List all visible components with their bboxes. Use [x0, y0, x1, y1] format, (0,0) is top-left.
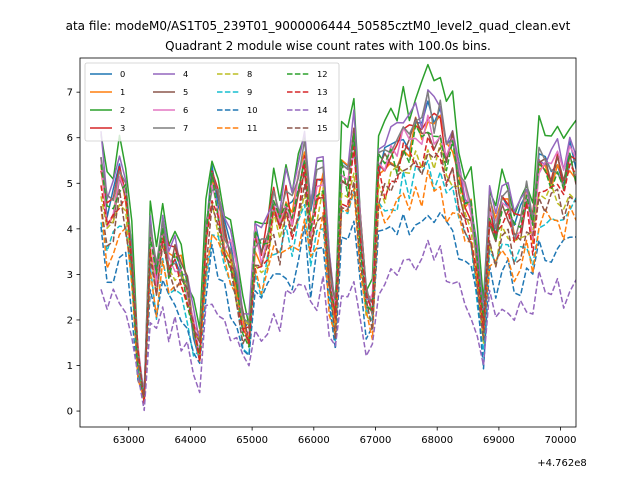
x-tick-label: 68000 [421, 435, 453, 446]
y-tick-label: 2 [67, 315, 73, 326]
x-tick-label: 69000 [483, 435, 515, 446]
x-tick-label: 63000 [113, 435, 145, 446]
y-tick-label: 5 [67, 179, 73, 190]
legend-box [84, 62, 340, 142]
y-tick-label: 4 [67, 224, 73, 235]
legend-label: 7 [183, 123, 188, 133]
y-tick-label: 1 [67, 361, 73, 372]
figure-title: ata file: modeM0/AS1T05_239T01_900000644… [66, 19, 571, 33]
legend-label: 14 [317, 105, 328, 115]
x-tick-label: 67000 [360, 435, 392, 446]
y-tick-label: 3 [67, 270, 73, 281]
series-line-10 [100, 211, 576, 399]
legend-label: 3 [120, 123, 125, 133]
x-tick-label: 65000 [236, 435, 268, 446]
legend-label: 10 [247, 105, 258, 115]
y-axis: 0 1 2 3 4 5 6 7 [67, 88, 80, 418]
series-line-15 [100, 147, 576, 397]
legend-label: 1 [120, 87, 125, 97]
legend-label: 2 [120, 105, 125, 115]
legend-label: 5 [183, 87, 188, 97]
legend-label: 0 [120, 69, 125, 79]
legend-label: 15 [317, 123, 328, 133]
legend-label: 9 [247, 87, 252, 97]
legend-label: 4 [183, 69, 188, 79]
legend-label: 11 [247, 123, 258, 133]
chart-title: Quadrant 2 module wise count rates with … [165, 39, 491, 53]
x-axis: 63000 64000 65000 66000 67000 68000 69000 70000 [113, 427, 577, 446]
x-tick-label: 70000 [545, 435, 577, 446]
legend-label: 13 [317, 87, 328, 97]
y-tick-label: 7 [67, 88, 73, 99]
x-tick-label: 66000 [298, 435, 330, 446]
series-line-11 [100, 169, 576, 401]
y-tick-label: 0 [67, 407, 73, 418]
legend-label: 6 [183, 105, 188, 115]
x-offset-label: +4.762e8 [537, 458, 587, 469]
y-tick-label: 6 [67, 133, 73, 144]
series-lines [100, 63, 576, 412]
x-tick-label: 64000 [175, 435, 207, 446]
legend-label: 8 [247, 69, 252, 79]
plot-frame [79, 57, 577, 428]
legend-label: 12 [317, 69, 328, 79]
series-line-14 [100, 239, 576, 412]
